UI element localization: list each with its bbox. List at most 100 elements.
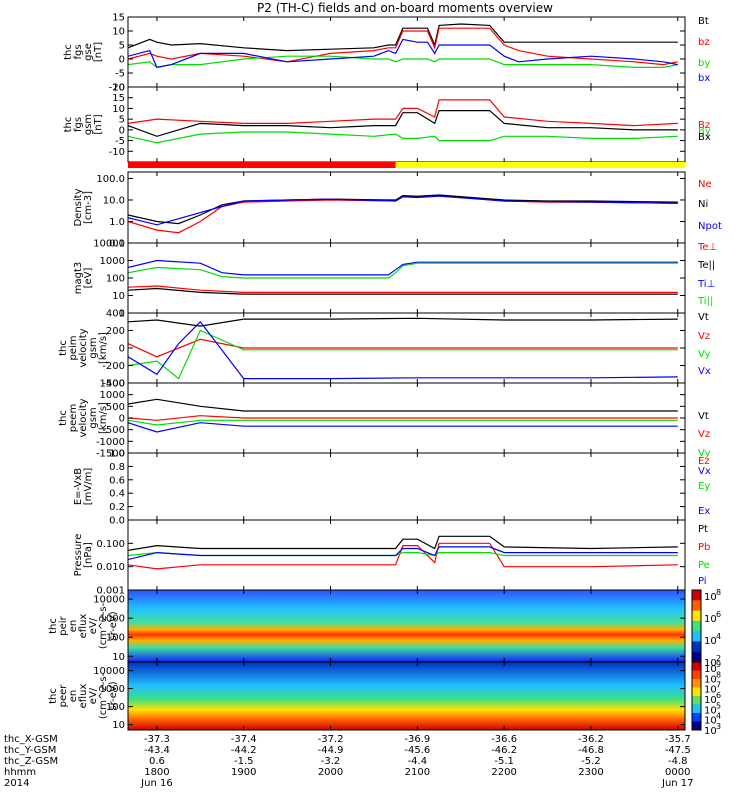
- x-date-label: Jun 16: [140, 778, 173, 789]
- legend-item: Ti⊥: [697, 279, 715, 290]
- x-row-label: thc_Z-GSM: [4, 756, 58, 767]
- colorbar-label: 10: [704, 716, 717, 727]
- series-line-Bt: [128, 23, 678, 52]
- x-tick-value: 1800: [144, 767, 169, 778]
- panel-frame: [127, 16, 686, 88]
- colorbar-label: 10: [704, 685, 717, 696]
- y-tick-label: 5: [119, 115, 125, 126]
- legend-item: Pe: [698, 560, 710, 571]
- legend-item: Ne: [698, 179, 712, 190]
- series-line-Vx: [128, 422, 678, 433]
- x-row-label: thc_X-GSM: [4, 734, 58, 745]
- colorbar-exponent: 4: [716, 632, 721, 641]
- series-line-Vy: [128, 419, 678, 426]
- x-tick-value: -4.4: [408, 756, 428, 767]
- x-row-label: thc_Y-GSM: [4, 745, 56, 756]
- x-tick-value: -5.1: [494, 756, 514, 767]
- y-axis-label: velocity: [78, 398, 89, 437]
- y-tick-label: 10.0: [103, 195, 125, 206]
- x-tick-value: -44.9: [318, 745, 344, 756]
- y-axis-label: gsm: [83, 114, 94, 135]
- y-tick-label: 200: [106, 326, 125, 337]
- series-line-Te||: [128, 287, 678, 295]
- series-group: [128, 194, 678, 234]
- legend-item: Vz: [698, 331, 710, 342]
- colorbar-segment: [692, 721, 701, 731]
- colorbar-segment: [692, 620, 701, 632]
- y-tick-label: -500: [102, 425, 125, 436]
- legend-item: Vt: [698, 312, 709, 323]
- y-tick-label: 1000: [100, 256, 125, 267]
- spectrogram-area: [128, 590, 685, 662]
- legend-item: bz: [698, 37, 710, 48]
- colorbar-exponent: 3: [716, 722, 721, 731]
- spectrogram-area: [128, 662, 685, 730]
- y-tick-label: 100: [106, 633, 125, 644]
- y-tick-label: 0: [119, 344, 125, 355]
- y-tick-label: 10000: [93, 595, 125, 606]
- x-row-label: 2014: [4, 778, 29, 789]
- y-tick-label: 400: [106, 309, 125, 320]
- y-axis-label: [mV/m]: [83, 468, 94, 506]
- x-tick-value: -5.2: [581, 756, 601, 767]
- x-tick-value: 2100: [405, 767, 430, 778]
- x-tick-value: -37.4: [231, 734, 257, 745]
- colorbar-label: 10: [704, 705, 717, 716]
- colorbar-segment: [692, 687, 701, 697]
- panel-density: 0.1 1.0 10.0 100.0 Density [cm-3]: [73, 171, 686, 250]
- x-tick-value: 0.6: [149, 756, 165, 767]
- series-line-Npot: [128, 195, 678, 226]
- x-tick-value: -47.5: [665, 745, 691, 756]
- series-group: [128, 317, 678, 380]
- y-axis-label: eV/: [88, 687, 99, 704]
- y-tick-label: 1500: [100, 379, 125, 390]
- x-tick-value: -46.2: [491, 745, 517, 756]
- colorbar-segment: [692, 662, 701, 671]
- y-tick-label: 100: [106, 274, 125, 285]
- series-group: [128, 99, 678, 144]
- legend-item: Ez: [698, 456, 710, 467]
- panel-peim-velocity: -400 -200 0 200 400 thc peim velocity gsm [km/s]: [58, 309, 686, 390]
- y-tick-label: 0.010: [96, 562, 125, 573]
- series-line-Pi: [128, 546, 678, 561]
- y-axis-label: en: [68, 620, 79, 633]
- legend-item: Vy: [698, 448, 711, 459]
- y-axis-label: gsm: [88, 407, 99, 428]
- legend-item: Pt: [698, 524, 708, 535]
- series-line-Bz: [128, 99, 678, 127]
- chart-title: P2 (TH-C) fields and on-board moments ov…: [257, 1, 553, 15]
- y-axis-label: thc: [63, 44, 74, 60]
- series-line-Vz: [128, 338, 678, 358]
- y-tick-label: 10: [112, 104, 125, 115]
- legend-item: Vz: [698, 429, 710, 440]
- y-axis-label: [km/s]: [98, 402, 109, 434]
- series-line-Vx: [128, 320, 678, 380]
- colorbar-segment: [692, 679, 701, 688]
- colorbar-segment: [692, 631, 701, 642]
- series-line-Ti||: [128, 262, 678, 279]
- y-axis-label: peem: [68, 404, 79, 432]
- y-tick-label: 0.1: [109, 239, 125, 250]
- y-axis-label: sr-eV): [108, 681, 119, 710]
- y-tick-label: 10: [112, 291, 125, 302]
- colorbar-label: 10: [704, 664, 717, 675]
- legend-item: bx: [698, 73, 710, 84]
- x-tick-value: -36.6: [491, 734, 517, 745]
- colorbar-exponent: 6: [716, 691, 721, 700]
- y-axis-label: gsm: [88, 337, 99, 358]
- y-axis-label: fgs: [73, 44, 84, 59]
- y-axis-label: thc: [58, 410, 69, 426]
- y-axis-label: gse: [83, 43, 94, 61]
- x-tick-value: -36.9: [404, 734, 430, 745]
- y-axis-label: [nT]: [93, 114, 104, 134]
- x-tick-value: -1.5: [234, 756, 254, 767]
- y-axis-label: peir: [58, 615, 69, 635]
- y-tick-label: -1500: [96, 449, 125, 460]
- y-axis-label: thc: [48, 618, 59, 634]
- y-tick-label: 0.4: [109, 489, 125, 500]
- x-tick-value: 2200: [491, 767, 516, 778]
- y-tick-label: 0: [119, 125, 125, 136]
- y-tick-label: 1: [119, 309, 125, 320]
